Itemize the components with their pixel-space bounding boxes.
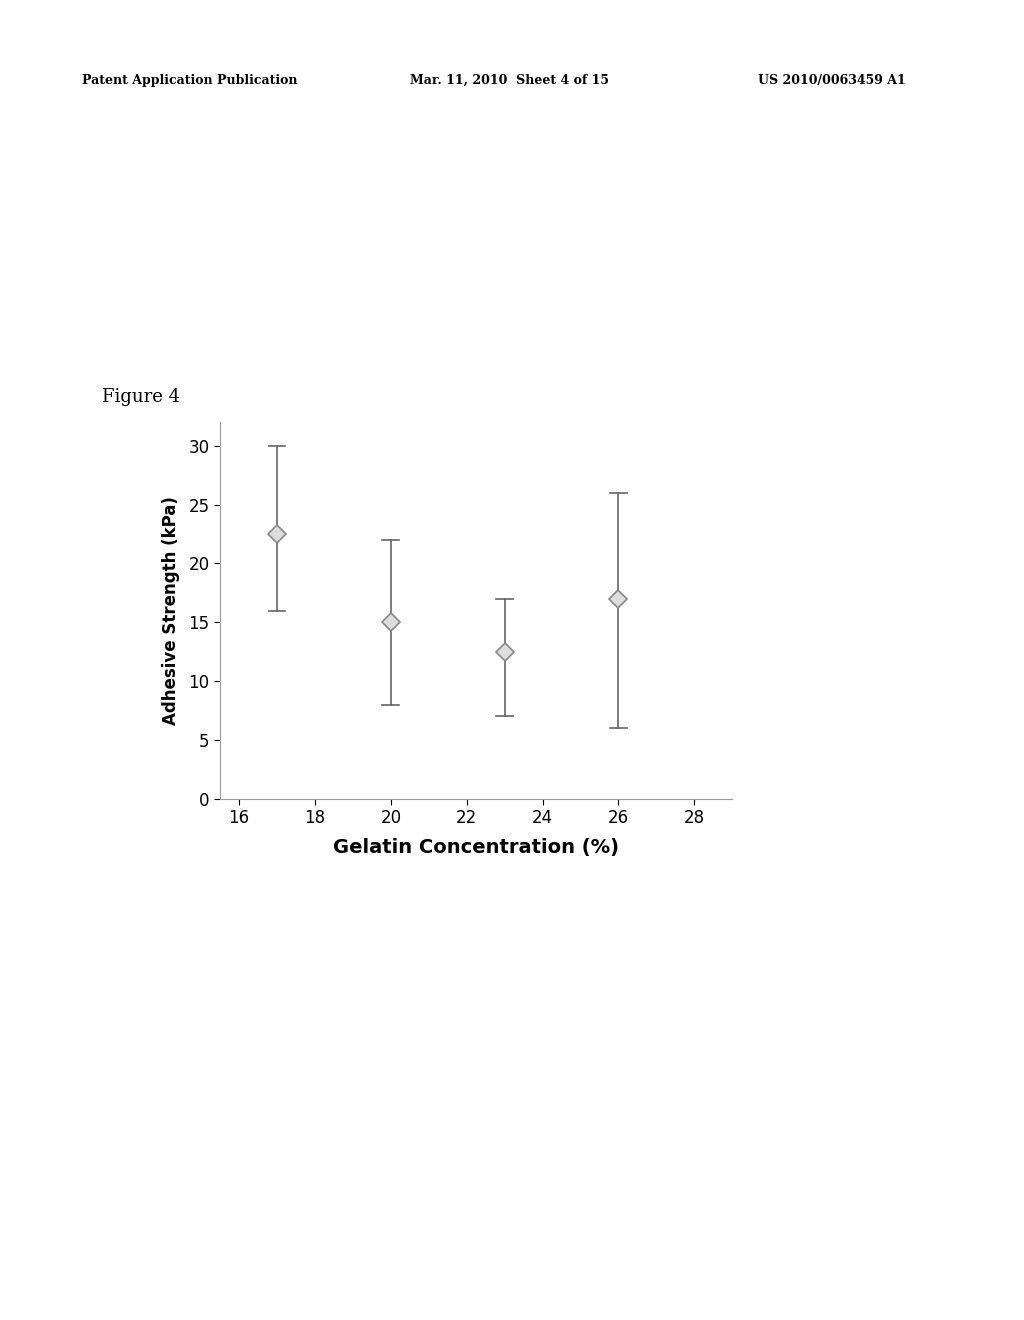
- Text: Patent Application Publication: Patent Application Publication: [82, 74, 297, 87]
- X-axis label: Gelatin Concentration (%): Gelatin Concentration (%): [333, 838, 620, 857]
- Y-axis label: Adhesive Strength (kPa): Adhesive Strength (kPa): [162, 496, 180, 725]
- Text: Mar. 11, 2010  Sheet 4 of 15: Mar. 11, 2010 Sheet 4 of 15: [410, 74, 608, 87]
- Text: US 2010/0063459 A1: US 2010/0063459 A1: [758, 74, 905, 87]
- Text: Figure 4: Figure 4: [102, 388, 180, 407]
